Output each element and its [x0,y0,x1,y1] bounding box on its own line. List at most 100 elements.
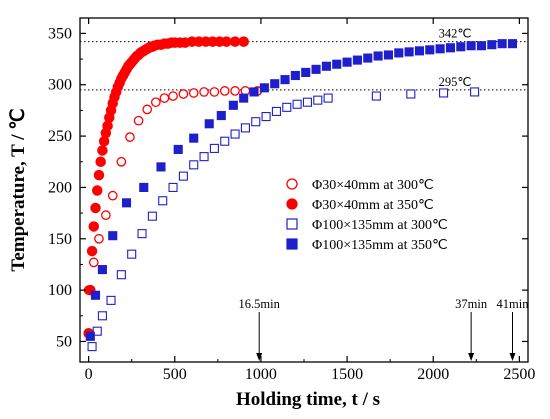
x-tick-label: 2000 [417,366,449,383]
data-point [230,86,240,96]
data-point [189,133,199,143]
data-point [106,295,116,305]
data-point [394,48,404,58]
data-point [116,270,126,280]
data-point [90,290,101,300]
legend-label: Φ30×40mm at 300℃ [312,178,434,193]
y-tick-label: 300 [48,77,72,94]
series-2 [83,36,249,339]
data-point [92,326,102,336]
data-point [97,145,108,156]
y-tick-label: 100 [48,282,72,299]
data-point [302,97,312,107]
legend-label: Φ100×135mm at 300℃ [312,218,448,233]
data-point [199,87,209,97]
data-point [91,185,103,196]
data-point [240,123,250,133]
x-tick-label: 0 [85,366,93,383]
data-point [159,93,170,103]
y-tick-label: 50 [56,333,72,350]
data-point [290,70,300,81]
data-point [107,190,118,201]
data-point [321,61,331,71]
data-point [189,160,199,170]
time-marker-label: 41min [497,297,530,311]
time-marker-label: 16.5min [239,297,281,311]
data-point [204,119,214,129]
data-point [156,162,166,172]
data-point [435,44,445,54]
series-3 [87,87,480,352]
data-point [178,89,189,99]
legend: Φ30×40mm at 300℃ Φ30×40mm at 350℃ Φ100×135… [286,178,448,253]
data-point [87,342,97,352]
data-point [470,87,480,97]
data-point [406,89,416,99]
reference-line-label: 342℃ [439,27,472,41]
data-point [85,331,95,341]
data-point [301,67,311,77]
data-point [188,88,199,98]
data-point [173,144,183,154]
y-tick-label: 250 [48,128,72,145]
time-marker-arrowhead [509,353,516,361]
data-point [88,257,99,268]
data-point [363,53,373,63]
data-point [497,39,507,49]
x-tick-label: 1500 [331,366,363,383]
data-point [261,112,271,122]
data-point [127,249,137,259]
data-point [178,171,188,181]
data-point [168,91,178,101]
data-point [220,136,230,146]
data-point [476,41,487,51]
data-point [133,115,144,126]
time-marker-arrowhead [256,353,263,361]
data-point [230,129,240,139]
x-tick-label: 500 [163,366,187,383]
x-axis-title: Holding time, t / s [236,389,380,410]
y-tick-label: 350 [48,25,72,42]
data-point [445,43,456,53]
data-point [95,156,106,168]
legend-marker [286,238,298,250]
data-point [425,45,435,55]
data-point [323,93,333,103]
data-point [270,79,280,89]
data-point [116,156,127,167]
series-1 [83,86,263,295]
data-point [414,46,424,56]
data-point [228,100,238,110]
data-point [282,102,292,112]
data-point [216,111,226,121]
legend-marker [286,218,298,230]
data-point [158,196,168,206]
data-point [487,40,497,50]
data-point [219,86,230,96]
data-point [371,91,381,101]
data-point [439,88,449,98]
data-point [229,36,241,47]
data-point [271,106,281,116]
data-point [373,51,383,61]
data-point [404,47,414,57]
legend-label: Φ100×135mm at 350℃ [312,238,448,253]
data-point [139,182,149,192]
data-point [100,210,111,221]
x-tick-label: 1000 [245,366,277,383]
data-point [108,231,118,241]
plot-area [83,36,518,352]
data-point [507,39,518,49]
data-point [259,83,269,93]
series-4 [85,39,518,341]
data-point [239,93,249,103]
data-point [121,198,132,208]
data-point [93,169,105,181]
time-marker-label: 37min [455,297,488,311]
time-marker-arrowhead [468,353,475,361]
data-point [125,132,135,142]
data-point [280,75,290,85]
data-point [142,104,153,115]
data-point [383,50,393,60]
legend-marker [286,198,298,210]
